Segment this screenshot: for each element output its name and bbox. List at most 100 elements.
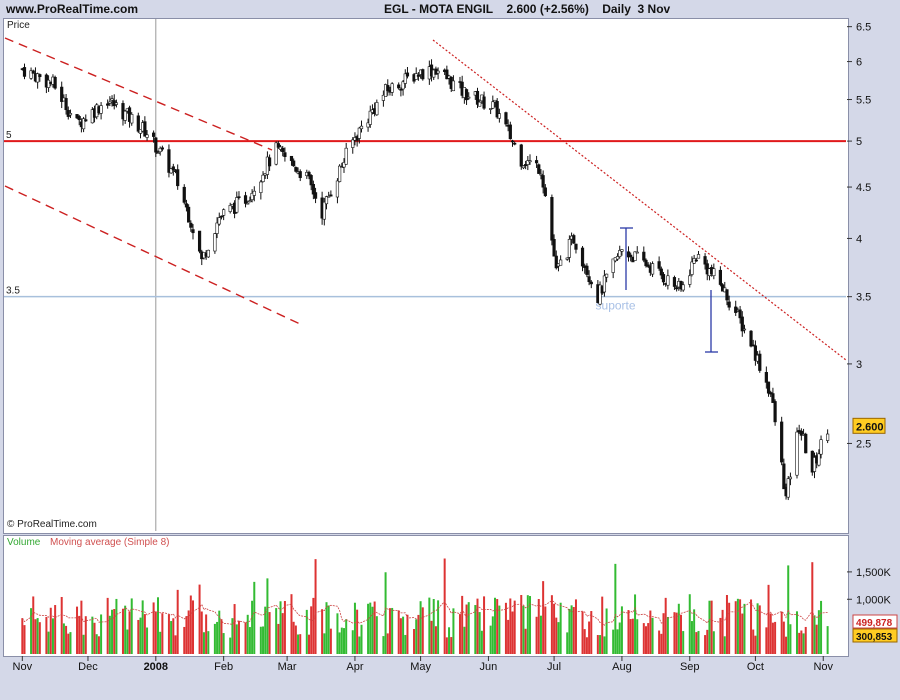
volume-bar [693, 609, 696, 654]
volume-bar [480, 630, 483, 654]
volume-bar [445, 637, 448, 654]
candle-body [307, 171, 311, 177]
volume-bar [325, 602, 328, 654]
volume-bar [443, 558, 446, 654]
volume-bar [106, 597, 109, 654]
volume-bar [351, 630, 354, 654]
volume-bar [108, 615, 111, 654]
candle-body [338, 165, 342, 182]
candle-body [694, 259, 698, 262]
volume-ma-title: Moving average (Simple 8) [50, 537, 170, 548]
candle-body [618, 250, 622, 257]
candle-body [587, 276, 591, 283]
volume-bar [627, 610, 630, 654]
volume-bar [542, 581, 545, 654]
x-tick-label: Jul [547, 661, 561, 673]
volume-bar [356, 609, 359, 654]
volume-bar [126, 629, 129, 654]
volume-bar [710, 600, 713, 654]
volume-bar [605, 608, 608, 654]
candle-body [84, 119, 88, 122]
candle-body [524, 164, 528, 167]
candle-body [819, 439, 823, 455]
volume-bar [305, 609, 308, 654]
volume-bar [384, 572, 387, 654]
volume-bar [141, 600, 144, 654]
candle-body [136, 115, 140, 132]
volume-bar [736, 598, 739, 654]
candle-body [552, 239, 556, 257]
period: Daily [602, 2, 631, 16]
candle-body [489, 108, 493, 110]
volume-bar [21, 618, 24, 654]
volume-bar [660, 633, 663, 654]
volume-bar [192, 600, 195, 654]
volume-bar [754, 635, 757, 654]
candle-body [688, 275, 692, 285]
site-link[interactable]: www.ProRealTime.com [6, 2, 139, 16]
volume-bar [756, 603, 759, 654]
candle-body [335, 180, 340, 198]
volume-bar [314, 559, 317, 654]
candle-body [235, 197, 239, 213]
candle-body [22, 67, 27, 77]
volume-ma-tag-text: 499,878 [856, 618, 893, 629]
volume-bar [476, 598, 479, 654]
candle-body [171, 166, 175, 171]
volume-bar [795, 611, 798, 654]
candle-body [491, 101, 495, 109]
volume-bar [51, 618, 54, 654]
volume-bar [636, 619, 639, 654]
candle-body [508, 124, 512, 140]
volume-bar [80, 600, 83, 654]
candle-body [399, 88, 403, 91]
x-tick-label: Feb [214, 661, 233, 673]
volume-bar [54, 605, 57, 654]
candle-body [191, 229, 195, 234]
candle-body [751, 344, 755, 347]
candle-body [36, 73, 40, 83]
volume-bar [360, 624, 363, 654]
volume-bar [159, 631, 162, 654]
volume-bar [358, 636, 361, 654]
candle-body [534, 160, 539, 164]
volume-bar [220, 619, 223, 654]
volume-bar [172, 618, 175, 654]
volume-bar [489, 625, 492, 654]
volume-bar [555, 617, 558, 654]
volume-bar [266, 578, 269, 654]
volume-bar [483, 596, 486, 654]
volume-bar [93, 622, 96, 654]
volume-bar [603, 636, 606, 654]
volume-bar [725, 595, 728, 654]
volume-bar [373, 601, 376, 654]
candle-body [197, 230, 202, 252]
volume-bar [246, 614, 249, 654]
volume-bar [520, 594, 523, 654]
volume-ma-line [21, 600, 828, 626]
volume-bar [49, 607, 52, 654]
volume-bar [111, 609, 114, 654]
volume-bar [712, 631, 715, 654]
candle-body [143, 121, 147, 137]
candle-body [108, 101, 112, 104]
volume-bar [728, 602, 731, 654]
candle-body [261, 174, 265, 182]
candle-body [510, 140, 515, 143]
y-tick-label: 6.5 [856, 22, 871, 34]
volume-bar [216, 621, 219, 654]
volume-bar [612, 629, 615, 654]
volume-bar [785, 636, 788, 654]
volume-bar [539, 615, 542, 654]
instrument-title: EGL - MOTA ENGIL 2.600 (+2.56%) Daily 3 … [384, 2, 670, 16]
volume-bar [23, 625, 26, 654]
candle-body [390, 83, 394, 93]
volume-bar [229, 637, 232, 654]
candle-body [764, 372, 768, 383]
volume-bar [367, 603, 370, 654]
volume-bar [161, 613, 164, 654]
candle-body [826, 433, 830, 441]
candle-body [381, 94, 385, 101]
candle-body [158, 147, 162, 153]
volume-bar [513, 600, 516, 654]
